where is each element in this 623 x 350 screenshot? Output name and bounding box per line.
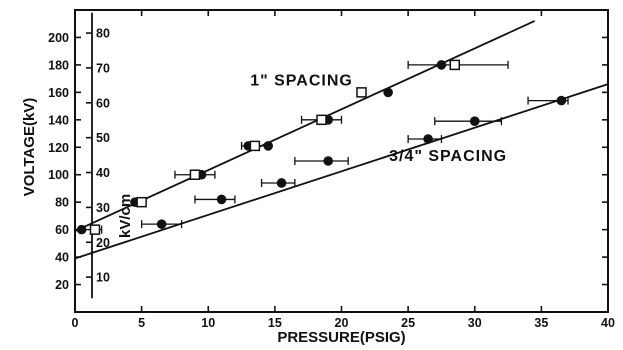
square-marker bbox=[136, 196, 147, 208]
fit-line bbox=[74, 83, 609, 260]
x-axis-title: PRESSURE(PSIG) bbox=[277, 329, 405, 346]
kvcm-tick-label: 40 bbox=[96, 166, 110, 180]
circle-marker bbox=[556, 95, 567, 106]
plot-area bbox=[74, 9, 609, 313]
y-tick-label: 20 bbox=[55, 278, 69, 292]
kvcm-tick-label: 70 bbox=[96, 61, 110, 75]
y-tick-label: 180 bbox=[48, 58, 69, 72]
y-axis-title: VOLTAGE(kV) bbox=[21, 98, 38, 197]
circle-marker bbox=[216, 194, 227, 205]
kvcm-tick-label: 10 bbox=[96, 271, 110, 285]
square-marker bbox=[449, 59, 461, 71]
square-marker bbox=[189, 169, 201, 180]
square-marker bbox=[316, 114, 327, 126]
x-tick-label: 5 bbox=[138, 316, 145, 330]
circle-marker bbox=[276, 178, 287, 188]
circle-marker bbox=[263, 141, 274, 151]
square-marker bbox=[249, 140, 261, 152]
circle-marker bbox=[423, 134, 433, 144]
kvcm-axis-title: kV/cm bbox=[117, 194, 134, 238]
circle-marker bbox=[383, 87, 393, 98]
circle-marker bbox=[469, 116, 480, 126]
x-tick-label: 40 bbox=[601, 316, 615, 330]
y-tick-label: 140 bbox=[48, 113, 69, 127]
series-annotation: 3/4" SPACING bbox=[389, 148, 507, 165]
y-tick-label: 160 bbox=[48, 86, 69, 100]
circle-marker bbox=[156, 219, 167, 229]
y-tick-label: 120 bbox=[48, 141, 69, 155]
y-tick-label: 60 bbox=[55, 223, 69, 237]
kvcm-tick-label: 30 bbox=[96, 201, 110, 215]
y-tick-label: 80 bbox=[55, 196, 69, 210]
fit-line bbox=[74, 20, 536, 232]
x-tick-label: 0 bbox=[72, 316, 79, 330]
series-annotation: 1" SPACING bbox=[250, 73, 353, 90]
kvcm-tick-label: 60 bbox=[96, 96, 110, 110]
square-marker bbox=[89, 224, 101, 235]
kvcm-tick-label: 80 bbox=[96, 27, 110, 41]
x-tick-label: 20 bbox=[335, 316, 349, 330]
data-points bbox=[76, 59, 567, 235]
y-tick-label: 200 bbox=[48, 31, 69, 45]
labels: 0 5 10 15 20 25 30 35 40 20 40 60 80 100 120 140 160 180 2… bbox=[21, 27, 615, 346]
x-tick-label: 10 bbox=[201, 316, 215, 330]
x-tick-label: 25 bbox=[401, 316, 415, 330]
square-marker bbox=[356, 87, 367, 98]
fit-lines bbox=[74, 20, 609, 260]
kvcm-tick-label: 50 bbox=[96, 131, 110, 145]
circle-marker bbox=[76, 224, 87, 235]
circle-marker bbox=[436, 60, 447, 70]
x-tick-label: 30 bbox=[468, 316, 482, 330]
x-tick-label: 35 bbox=[534, 316, 548, 330]
y-tick-label: 40 bbox=[55, 251, 69, 265]
x-tick-label: 15 bbox=[268, 316, 282, 330]
y-tick-label: 100 bbox=[48, 168, 69, 182]
kvcm-tick-label: 20 bbox=[96, 236, 110, 250]
circle-marker bbox=[323, 156, 333, 166]
